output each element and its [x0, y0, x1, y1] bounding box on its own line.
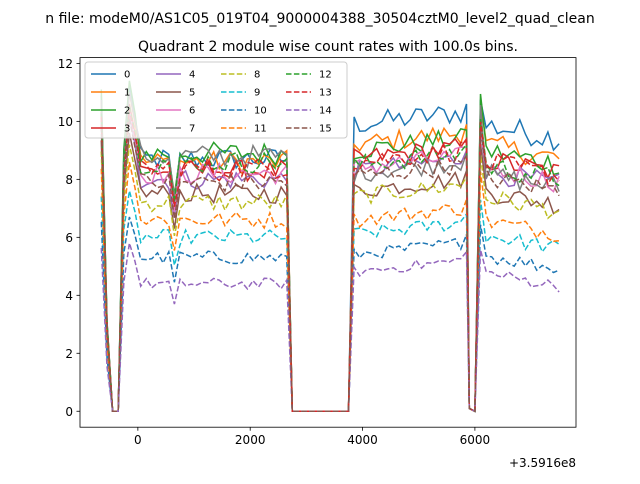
y-axis: 0 2 4 6 8 10 12 [58, 57, 80, 419]
y-tick-label: 12 [58, 57, 73, 71]
legend-label-9: 9 [254, 88, 260, 99]
chart-title: Quadrant 2 module wise count rates with … [138, 39, 518, 55]
x-axis: 0 2000 4000 6000 [134, 427, 490, 447]
legend-box [84, 61, 348, 139]
y-tick-label: 8 [65, 173, 73, 187]
legend-label-13: 13 [319, 88, 332, 99]
legend-label-14: 14 [319, 106, 332, 117]
x-offset-label: +3.5916e8 [509, 456, 576, 470]
legend-label-12: 12 [319, 70, 332, 81]
series-line-10 [100, 216, 560, 413]
y-tick-label: 4 [65, 289, 73, 303]
legend-label-10: 10 [254, 106, 267, 117]
figure-suptitle: n file: modeM0/AS1C05_019T04_9000004388_… [45, 11, 594, 27]
x-tick-label: 0 [134, 433, 142, 447]
series-line-13 [100, 109, 560, 413]
legend-label-2: 2 [124, 106, 130, 117]
y-tick-label: 0 [65, 405, 73, 419]
y-tick-label: 10 [58, 115, 73, 129]
legend-label-0: 0 [124, 70, 130, 81]
y-tick-label: 2 [65, 347, 73, 361]
legend-label-8: 8 [254, 70, 260, 81]
legend-label-3: 3 [124, 124, 130, 135]
legend-label-15: 15 [319, 124, 332, 135]
series-line-7 [100, 92, 560, 413]
x-tick-label: 4000 [347, 433, 378, 447]
series-line-14 [100, 242, 560, 413]
series-line-15 [100, 118, 560, 413]
legend-label-11: 11 [254, 124, 267, 135]
x-tick-label: 2000 [235, 433, 266, 447]
legend-label-5: 5 [189, 88, 195, 99]
y-tick-label: 6 [65, 231, 73, 245]
series-group [100, 80, 560, 413]
x-tick-label: 6000 [460, 433, 491, 447]
series-line-9 [100, 190, 560, 413]
legend-label-6: 6 [189, 106, 195, 117]
legend-label-1: 1 [124, 88, 130, 99]
series-line-1 [100, 92, 560, 413]
legend-label-7: 7 [189, 124, 195, 135]
legend-label-4: 4 [189, 70, 195, 81]
axes-frame [79, 57, 577, 428]
